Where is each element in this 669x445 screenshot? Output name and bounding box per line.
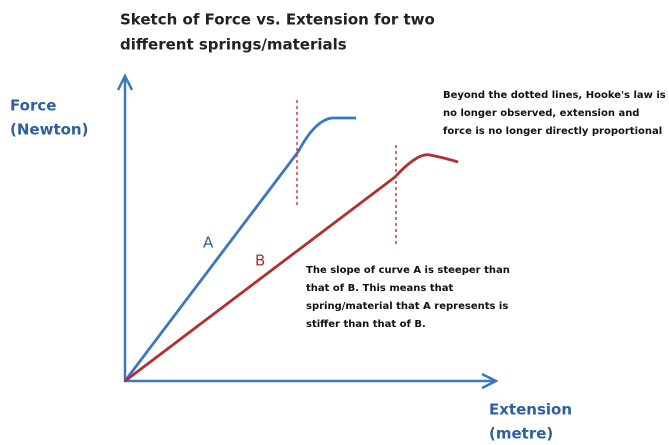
axes	[116, 73, 499, 390]
curve-a	[123, 116, 356, 382]
x-axis-label: (metre)	[489, 425, 553, 443]
title: different springs/materials	[120, 36, 347, 54]
x-axis-label: Extension	[489, 401, 572, 419]
y-axis-label: Force	[10, 97, 56, 115]
annotations: Beyond the dotted lines, Hooke's law is n…	[306, 90, 666, 330]
y-axis-arrow	[116, 73, 134, 91]
annotation-line: spring/material that A represents is	[306, 301, 508, 312]
annotation-line: that of B. This means that	[306, 283, 453, 294]
curve-b	[124, 153, 459, 383]
x-axis-arrow	[481, 372, 499, 390]
annotation-line: force is no longer directly proportional	[443, 126, 662, 137]
curve-label: B	[255, 252, 265, 270]
curve-label: A	[203, 234, 214, 252]
y-axis-label: (Newton)	[10, 121, 88, 139]
annotation-line: The slope of curve A is steeper than	[306, 265, 510, 276]
annotation-line: Beyond the dotted lines, Hooke's law is	[443, 90, 666, 101]
annotation-line: no longer observed, extension and	[443, 108, 639, 119]
annotation-line: stiffer than that of B.	[306, 319, 426, 330]
title: Sketch of Force vs. Extension for two	[120, 11, 435, 29]
